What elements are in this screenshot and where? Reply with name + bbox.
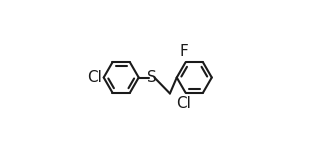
Text: S: S [147,70,157,85]
Text: Cl: Cl [87,70,102,85]
Text: Cl: Cl [177,96,191,111]
Text: F: F [180,44,188,59]
